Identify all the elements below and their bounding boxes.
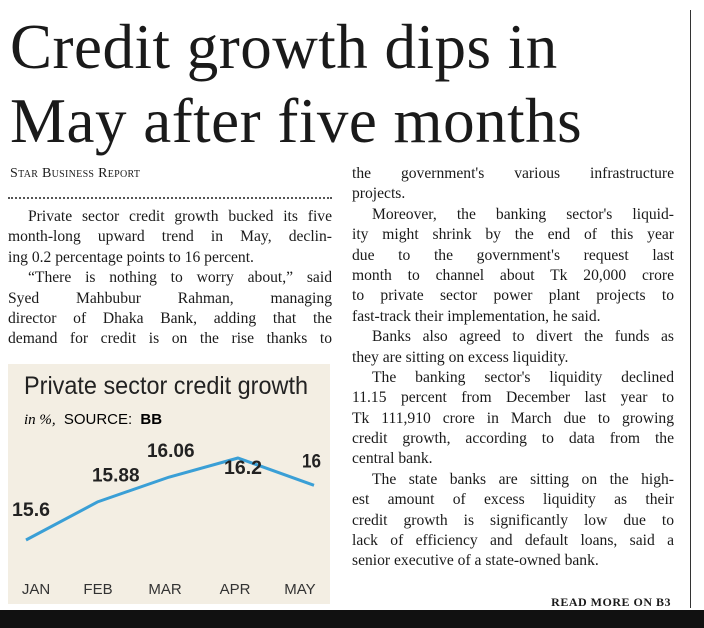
chart-title: Private sector credit growth — [24, 372, 308, 400]
text-line: credit growth is significantly low due t… — [352, 511, 674, 529]
column: Private sector credit growth bucked its … — [8, 207, 332, 350]
text-line: demand for credit is on the rise thanks … — [8, 330, 332, 348]
x-tick-label: APR — [220, 581, 251, 598]
text-line: director of Dhaka Bank, adding that the — [8, 309, 332, 327]
text-line: to private sector power plant projects t… — [352, 287, 674, 305]
text-line: they are sitting on excess liquidity. — [352, 348, 569, 366]
data-label: 16.06 — [147, 441, 195, 462]
text-line: 11.15 percent from December last year to — [352, 389, 674, 407]
text-line: Syed Mahbubur Rahman, managing — [8, 289, 332, 307]
text-line: Banks also agreed to divert the funds as — [372, 328, 674, 346]
data-label: 16.2 — [224, 458, 262, 479]
divider — [8, 197, 332, 199]
bottom-bar — [0, 610, 704, 628]
text-line: Moreover, the banking sector's liquid- — [372, 205, 674, 223]
text-line: projects. — [352, 185, 406, 203]
source: BB — [140, 411, 162, 428]
x-tick-label: FEB — [83, 581, 112, 598]
text-line: fast-track their implementation, he said… — [352, 307, 601, 325]
text-line: est amount of excess liquidity as their — [352, 491, 674, 509]
text-line: credit growth, according to data from th… — [352, 430, 674, 448]
data-label: 15.6 — [12, 500, 50, 521]
text-line: senior executive of a state-owned bank. — [352, 552, 599, 570]
text-line: Private sector credit growth bucked its … — [28, 208, 332, 225]
line — [25, 456, 315, 542]
data-label: 15.88 — [92, 466, 140, 487]
x-tick-label: MAY — [284, 581, 315, 598]
text-line: month to channel about Tk 20,000 crore — [352, 266, 674, 284]
chart-subtitle: in %, SOURCE: BB — [24, 411, 162, 428]
text-line: “There is nothing to worry about,” said — [28, 269, 332, 287]
text-line: central bank. — [352, 450, 433, 468]
headline: May after five months — [10, 86, 583, 156]
data-label: 16 — [302, 451, 321, 472]
source-label: SOURCE: — [64, 411, 132, 428]
text-line: due to the government's request last — [352, 246, 674, 264]
x-tick-label: MAR — [148, 581, 182, 598]
column: the government's various infrastructure p… — [352, 164, 674, 572]
text-line: The state banks are sitting on the high- — [372, 470, 674, 488]
x-tick-label: JAN — [22, 581, 50, 598]
text-line: Tk 111,910 crore in March due to growing — [352, 409, 674, 427]
text-line: ing 0.2 percentage points to 16 percent. — [8, 248, 254, 266]
text-line: lack of efficiency and default loans, sa… — [352, 532, 674, 550]
read-more: READ MORE ON B3 — [551, 595, 671, 609]
text-line: the government's various infrastructure — [352, 165, 674, 182]
text-line: The banking sector's liquidity declined — [372, 368, 674, 386]
column-rule — [690, 10, 691, 608]
headline: Credit growth dips in — [10, 12, 558, 82]
chart-box: Private sector credit growth in %, SOURC… — [8, 364, 330, 604]
text-line: month-long upward trend in May, declin- — [8, 228, 332, 246]
byline: Star Business Report — [10, 166, 141, 181]
text-line: ity might shrink by the end of this year — [352, 226, 674, 244]
chart: Private sector credit growth in %, SOURC… — [12, 372, 321, 598]
unit-note: in %, — [24, 412, 56, 428]
